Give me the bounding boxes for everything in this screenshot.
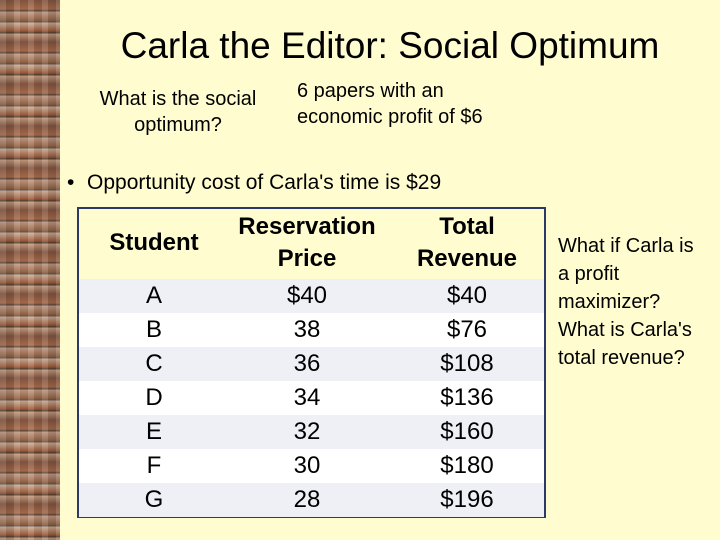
slide-title: Carla the Editor: Social Optimum bbox=[120, 25, 660, 66]
table-header: Student Reservation Price Total Revenue bbox=[79, 209, 544, 279]
bullet-text: Opportunity cost of Carla's time is $29 bbox=[87, 171, 442, 194]
revenue-cell: $40 bbox=[446, 282, 488, 309]
revenue-cell: $160 bbox=[440, 418, 494, 445]
header-reservation-price: Reservation Price bbox=[238, 213, 376, 272]
student-cell: G bbox=[144, 486, 164, 513]
price-cell: $40 bbox=[286, 282, 328, 309]
revenue-cell: $180 bbox=[440, 452, 494, 479]
bullet-icon: • bbox=[67, 171, 75, 194]
revenue-cell: $196 bbox=[440, 486, 494, 513]
table-row: C 36 $108 bbox=[79, 347, 544, 381]
table-row: D 34 $136 bbox=[79, 381, 544, 415]
price-cell: 28 bbox=[293, 486, 321, 513]
student-cell: E bbox=[145, 418, 162, 445]
revenue-cell: $136 bbox=[440, 384, 494, 411]
social-optimum-question: What is the social optimum? bbox=[99, 88, 257, 136]
header-total-revenue: Total Revenue bbox=[416, 213, 518, 272]
student-cell: C bbox=[145, 350, 163, 377]
bullet-point: • Opportunity cost of Carla's time is $29 bbox=[67, 170, 441, 196]
student-cell: B bbox=[145, 316, 162, 343]
price-cell: 32 bbox=[293, 418, 321, 445]
price-cell: 30 bbox=[293, 452, 321, 479]
table-row: A $40 $40 bbox=[79, 279, 544, 313]
reservation-price-table: Student Reservation Price Total Revenue … bbox=[77, 207, 546, 518]
revenue-cell: $108 bbox=[440, 350, 494, 377]
header-student: Student bbox=[109, 229, 199, 256]
student-cell: F bbox=[146, 452, 162, 479]
student-cell: A bbox=[145, 282, 162, 309]
papers-note: 6 papers with an economic profit of $6 bbox=[297, 80, 483, 128]
revenue-cell: $76 bbox=[446, 316, 488, 343]
table-row: G 28 $196 bbox=[79, 483, 544, 517]
profit-maximizer-question: What if Carla is a profit maximizer? Wha… bbox=[558, 235, 694, 369]
price-cell: 34 bbox=[293, 384, 321, 411]
table-row: B 38 $76 bbox=[79, 313, 544, 347]
table-row: E 32 $160 bbox=[79, 415, 544, 449]
price-cell: 36 bbox=[293, 350, 321, 377]
brick-wall-decoration bbox=[0, 0, 60, 540]
price-cell: 38 bbox=[293, 316, 321, 343]
student-cell: D bbox=[145, 384, 163, 411]
table-row: F 30 $180 bbox=[79, 449, 544, 483]
